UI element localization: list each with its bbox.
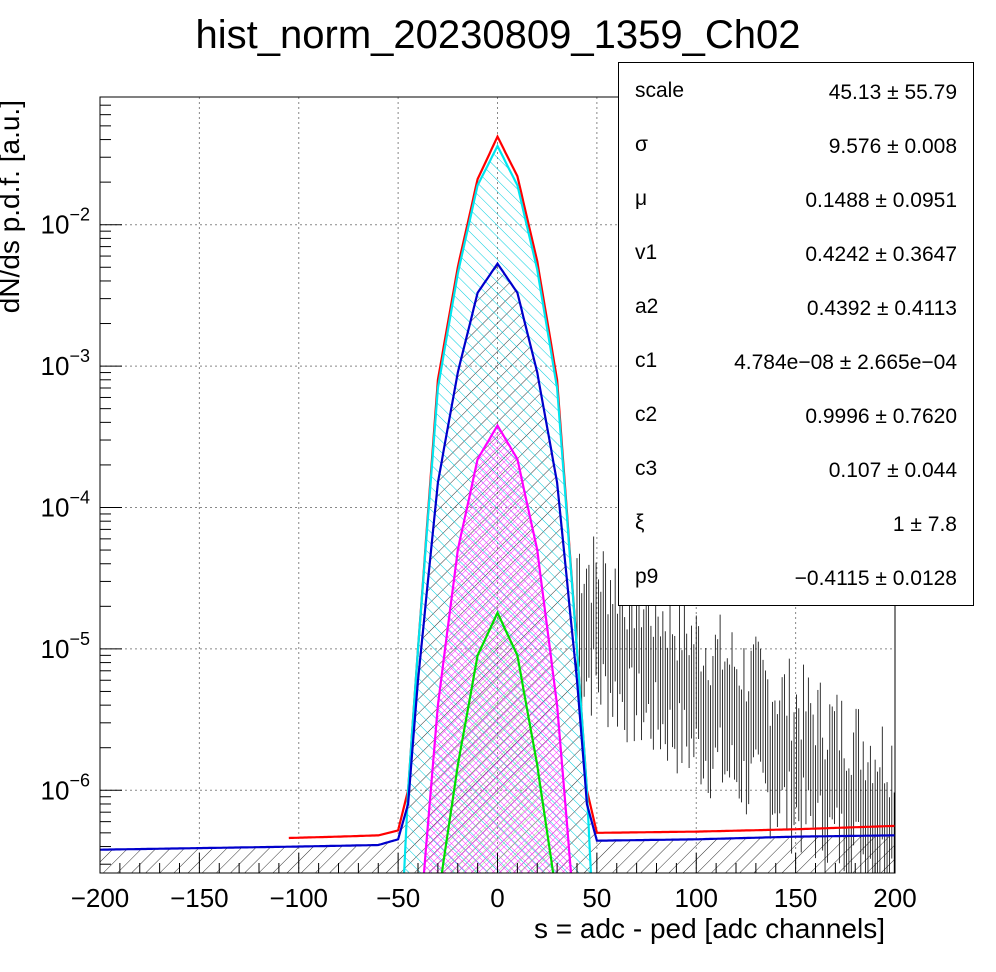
- stat-row: σ 9.576 ± 0.008: [619, 117, 973, 171]
- stat-value: 9.576 ± 0.008: [828, 135, 957, 158]
- stat-name: ξ: [635, 511, 645, 534]
- chart-title: hist_norm_20230809_1359_Ch02: [196, 13, 801, 57]
- x-tick-label: −200: [71, 883, 130, 913]
- x-tick-label: −150: [170, 883, 229, 913]
- stat-value: 0.107 ± 0.044: [828, 459, 957, 482]
- stat-value: 4.784e−08 ± 2.665e−04: [734, 351, 957, 374]
- magenta-component-curve: [422, 423, 573, 873]
- stat-value: 0.9996 ± 0.7620: [805, 405, 957, 428]
- stat-name: c2: [635, 403, 658, 426]
- stat-row: scale 45.13 ± 55.79: [619, 63, 973, 117]
- stat-row: c3 0.107 ± 0.044: [619, 441, 973, 495]
- x-axis-label: s = adc - ped [adc channels]: [534, 913, 885, 944]
- x-tick-label: 0: [490, 883, 504, 913]
- y-tick-exponent: −2: [69, 205, 90, 225]
- y-tick-base: 10: [41, 351, 70, 381]
- red-total-curve: [288, 134, 895, 840]
- stat-row: v1 0.4242 ± 0.3647: [619, 225, 973, 279]
- y-tick-exponent: −4: [69, 487, 90, 507]
- stat-value: 0.4242 ± 0.3647: [805, 243, 957, 266]
- stat-row: c2 0.9996 ± 0.7620: [619, 387, 973, 441]
- axis-ticks: [99, 96, 896, 873]
- series-lines: [100, 134, 895, 873]
- x-tick-label: 100: [675, 883, 718, 913]
- data-error-bars: [576, 536, 895, 873]
- stat-value: 0.4392 ± 0.4113: [806, 297, 957, 320]
- y-tick-base: 10: [41, 775, 70, 805]
- stat-value: 0.1488 ± 0.0951: [805, 189, 957, 212]
- stat-name: c1: [635, 349, 658, 372]
- y-tick-exponent: −5: [69, 629, 90, 649]
- x-tick-label: 150: [774, 883, 817, 913]
- stat-row: μ 0.1488 ± 0.0951: [619, 171, 973, 225]
- stat-value: 1 ± 7.8: [892, 513, 957, 536]
- stat-name: c3: [635, 457, 658, 480]
- stat-row: c1 4.784e−08 ± 2.665e−04: [619, 333, 973, 387]
- x-tick-label: −100: [269, 883, 328, 913]
- green-component-fill: [441, 612, 554, 873]
- stat-name: p9: [635, 565, 659, 588]
- y-tick-label: 10−4: [41, 487, 90, 522]
- fit-stats-box: scale 45.13 ± 55.79 σ 9.576 ± 0.008 μ 0.1488 …: [618, 62, 974, 606]
- y-tick-exponent: −3: [69, 346, 90, 366]
- y-tick-base: 10: [41, 492, 70, 522]
- y-axis-label: dN/ds p.d.f. [a.u.]: [0, 100, 25, 313]
- green-component-curve: [440, 610, 555, 873]
- y-tick-label: 10−3: [41, 346, 90, 381]
- fill-areas: [100, 146, 895, 873]
- stat-value: −0.4115 ± 0.0128: [794, 567, 957, 590]
- x-tick-label: −50: [376, 883, 420, 913]
- y-tick-base: 10: [41, 210, 70, 240]
- stat-value: 45.13 ± 55.79: [828, 81, 957, 104]
- stat-name: σ: [635, 133, 648, 156]
- y-tick-label: 10−5: [41, 629, 90, 664]
- stat-name: a2: [635, 295, 659, 318]
- x-tick-label: 50: [582, 883, 611, 913]
- y-tick-base: 10: [41, 634, 70, 664]
- stat-row: p9 −0.4115 ± 0.0128: [619, 549, 973, 603]
- blue-component-curve: [100, 261, 895, 851]
- stat-row: ξ 1 ± 7.8: [619, 495, 973, 549]
- y-tick-exponent: −6: [69, 770, 90, 790]
- cyan-component-curve: [403, 143, 592, 873]
- stat-name: v1: [635, 241, 658, 264]
- stat-row: a2 0.4392 ± 0.4113: [619, 279, 973, 333]
- stat-name: μ: [635, 187, 648, 210]
- stat-name: scale: [635, 79, 685, 102]
- y-tick-label: 10−2: [41, 205, 90, 240]
- y-tick-label: 10−6: [41, 770, 90, 805]
- x-tick-label: 200: [873, 883, 916, 913]
